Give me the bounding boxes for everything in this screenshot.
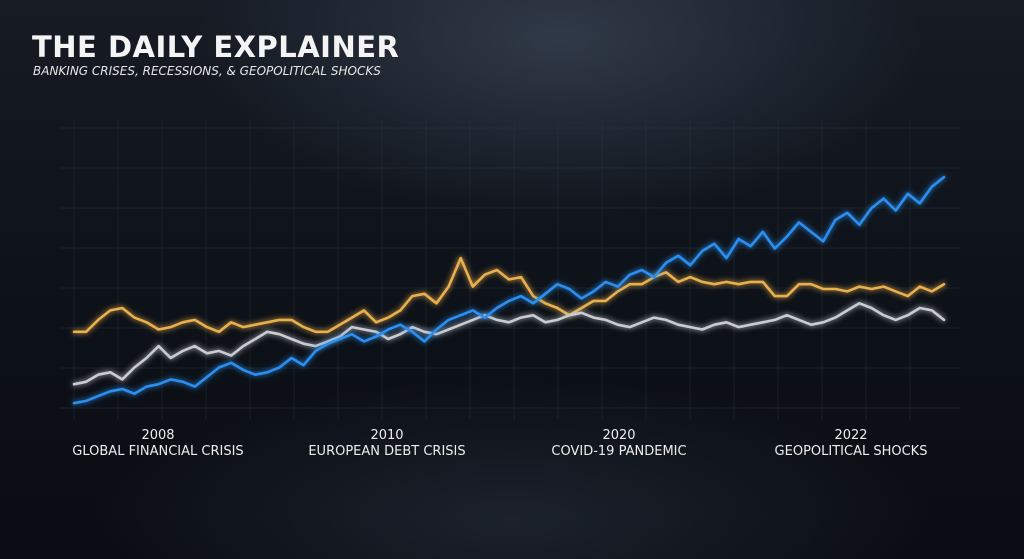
grid: [60, 120, 960, 419]
page-subtitle: BANKING CRISES, RECESSIONS, & GEOPOLITIC…: [33, 64, 381, 78]
series-line-blue: [72, 175, 946, 405]
event-name-label: COVID-19 PANDEMIC: [551, 444, 686, 459]
event-year-label: 2010: [370, 428, 403, 443]
series-line-white: [72, 301, 946, 386]
series-line-orange: [72, 256, 946, 334]
page-title: THE DAILY EXPLAINER: [32, 30, 400, 64]
event-name-label: GEOPOLITICAL SHOCKS: [775, 444, 928, 459]
series-layer: [72, 175, 946, 405]
event-year-label: 2022: [834, 428, 867, 443]
event-name-label: EUROPEAN DEBT CRISIS: [308, 444, 465, 459]
event-year-label: 2020: [602, 428, 635, 443]
event-name-label: GLOBAL FINANCIAL CRISIS: [72, 444, 243, 459]
event-year-label: 2008: [141, 428, 174, 443]
